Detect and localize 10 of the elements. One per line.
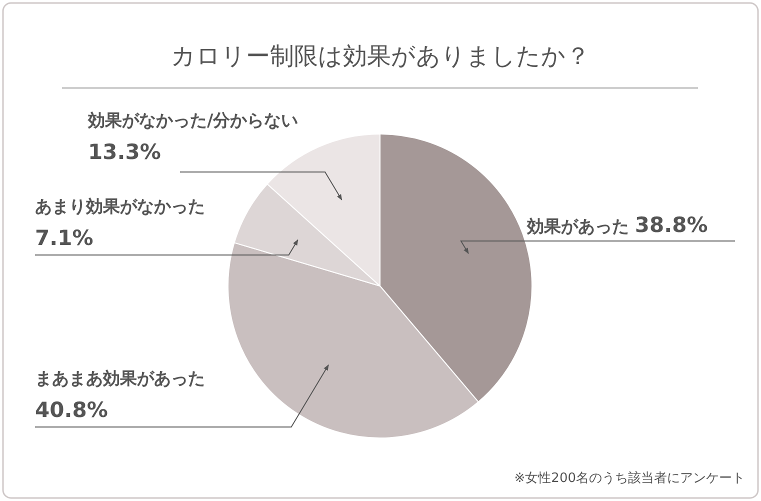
text: ※女性200名のうち該当者にアンケート — [514, 470, 745, 486]
data-label: 7.1% — [35, 226, 94, 250]
chart-title: カロリー制限は効果がありましたか？ — [171, 42, 590, 70]
data-label: 13.3% — [88, 140, 161, 164]
slice-label: あまり効果がなかった — [35, 197, 205, 217]
data-label: 40.8% — [35, 398, 108, 422]
slice-label: 効果があった — [527, 217, 629, 237]
data-label: 38.8% — [634, 213, 708, 237]
slice-label: まあまあ効果があった — [35, 369, 205, 389]
slice-label: 効果がなかった/分からない — [87, 111, 298, 131]
